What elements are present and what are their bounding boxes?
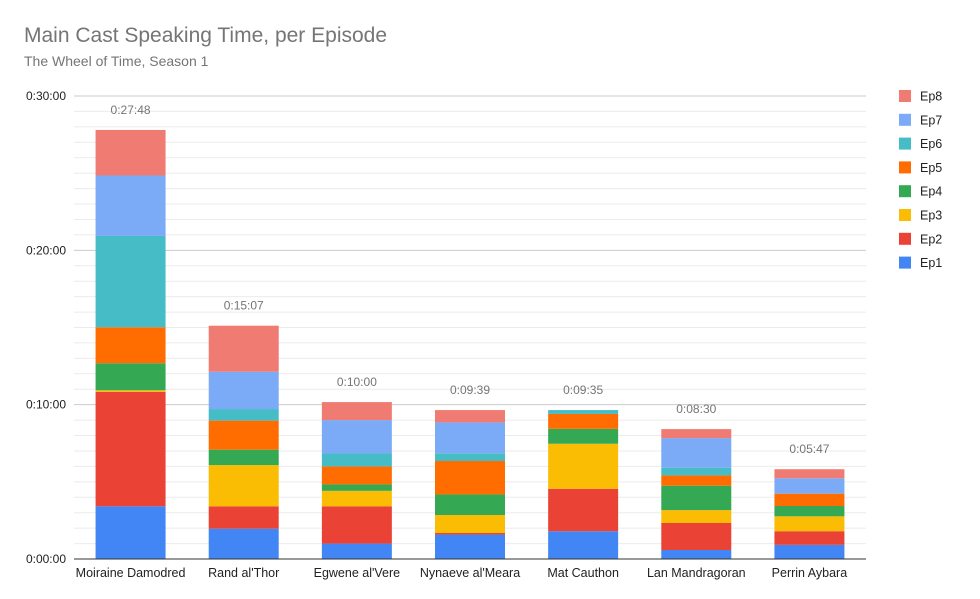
bar-total-label: 0:08:30 [676,402,716,416]
bar-total-label: 0:10:00 [337,375,377,389]
bar-segment-ep4 [548,428,619,444]
bar-segment-ep4 [95,363,166,391]
bar-segment-ep6 [435,453,505,461]
legend-label: Ep5 [920,161,942,175]
x-category-label: Mat Cauthon [547,566,619,580]
y-tick-label: 0:20:00 [26,243,66,257]
bar-segment-ep2 [774,531,845,545]
legend-label: Ep3 [920,209,942,223]
legend-swatch [899,209,911,221]
x-category-label: Rand al'Thor [208,566,279,580]
bar-segment-ep6 [321,453,392,467]
bar-segment-ep4 [774,506,845,517]
bar-segment-ep1 [661,549,732,559]
bar-segment-ep1 [95,506,166,559]
bar-segment-ep7 [774,478,845,494]
bar-segment-ep6 [548,410,619,414]
bar-segment-ep8 [661,429,732,439]
y-tick-label: 0:00:00 [26,552,66,566]
bar-segment-ep3 [95,390,166,392]
bar-segment-ep3 [661,510,732,523]
bar-segment-ep2 [95,391,166,507]
bar-segment-ep5 [208,420,279,450]
bar-segment-ep5 [435,460,505,495]
legend-swatch [899,185,911,198]
bar-total-label: 0:09:35 [563,383,603,397]
legend-label: Ep2 [920,232,942,246]
legend-swatch [899,161,911,174]
bar-segment-ep2 [661,522,732,550]
bars: 0:27:48 0:15:07 0:10:00 0:09:39 0:09:35 0:08:… [95,103,845,559]
chart-subtitle: The Wheel of Time, Season 1 [24,53,209,69]
legend-swatch [899,90,911,102]
bar-segment-ep7 [95,175,166,236]
bar-segment-ep5 [95,327,166,364]
x-category-label: Nynaeve al'Meara [420,566,520,580]
legend-swatch [899,232,911,245]
bar-segment-ep7 [208,371,279,410]
bar-segment-ep5 [548,413,619,429]
y-tick-label: 0:10:00 [26,398,66,412]
bar-segment-ep5 [774,493,845,507]
bar-segment-ep3 [435,515,505,534]
x-category-label: Egwene al'Vere [314,566,401,580]
bar-total-label: 0:15:07 [224,299,264,313]
bar-segment-ep3 [321,490,392,507]
bar-total-label: 0:09:39 [450,383,490,397]
legend-label: Ep4 [920,185,942,199]
bar-segment-ep2 [321,506,392,544]
legend-swatch [899,137,911,150]
legend-swatch [899,113,911,126]
bar-segment-ep3 [208,465,279,507]
bar-segment-ep6 [208,409,279,421]
gridlines [74,95,866,545]
bar-segment-ep8 [321,402,392,421]
bar-segment-ep6 [661,467,732,476]
bar-segment-ep2 [208,506,279,529]
x-category-label: Perrin Aybara [772,566,848,580]
bar-segment-ep3 [548,443,619,489]
legend-swatch [899,256,911,269]
axis-labels: 0:00:00 0:10:00 0:20:00 0:30:00 Moiraine Dam… [26,89,866,580]
bar-segment-ep1 [208,528,279,559]
bar-segment-ep2 [548,488,619,532]
bar-segment-ep8 [95,129,166,176]
bar-segment-ep1 [548,531,619,559]
bar-segment-ep5 [321,466,392,485]
x-category-label: Moiraine Damodred [76,566,186,580]
bar-segment-ep2 [435,533,505,535]
bar-segment-ep4 [661,485,732,511]
bar-segment-ep7 [435,422,505,454]
y-tick-label: 0:30:00 [26,89,66,103]
bar-segment-ep7 [321,420,392,454]
bar-segment-ep5 [661,475,732,486]
bar-segment-ep7 [661,438,732,468]
bar-segment-ep4 [321,484,392,491]
legend: Ep8 Ep7 Ep6 Ep5 Ep4 Ep3 Ep2 Ep1 [899,90,942,270]
bar-segment-ep6 [95,235,166,328]
bar-segment-ep8 [774,469,845,479]
bar-segment-ep3 [774,516,845,532]
bar-segment-ep1 [774,544,845,559]
bar-total-label: 0:05:47 [789,442,829,456]
x-category-label: Lan Mandragoran [647,566,746,580]
bar-segment-ep4 [208,449,279,466]
bar-segment-ep1 [435,534,505,559]
bar-segment-ep8 [435,410,505,423]
legend-label: Ep7 [920,113,942,127]
chart-title: Main Cast Speaking Time, per Episode [24,24,387,47]
legend-label: Ep6 [920,137,942,151]
bar-segment-ep4 [435,494,505,516]
bar-total-label: 0:27:48 [111,103,151,117]
legend-label: Ep8 [920,90,942,104]
legend-label: Ep1 [920,256,942,270]
bar-segment-ep8 [208,325,279,372]
bar-segment-ep1 [321,543,392,559]
